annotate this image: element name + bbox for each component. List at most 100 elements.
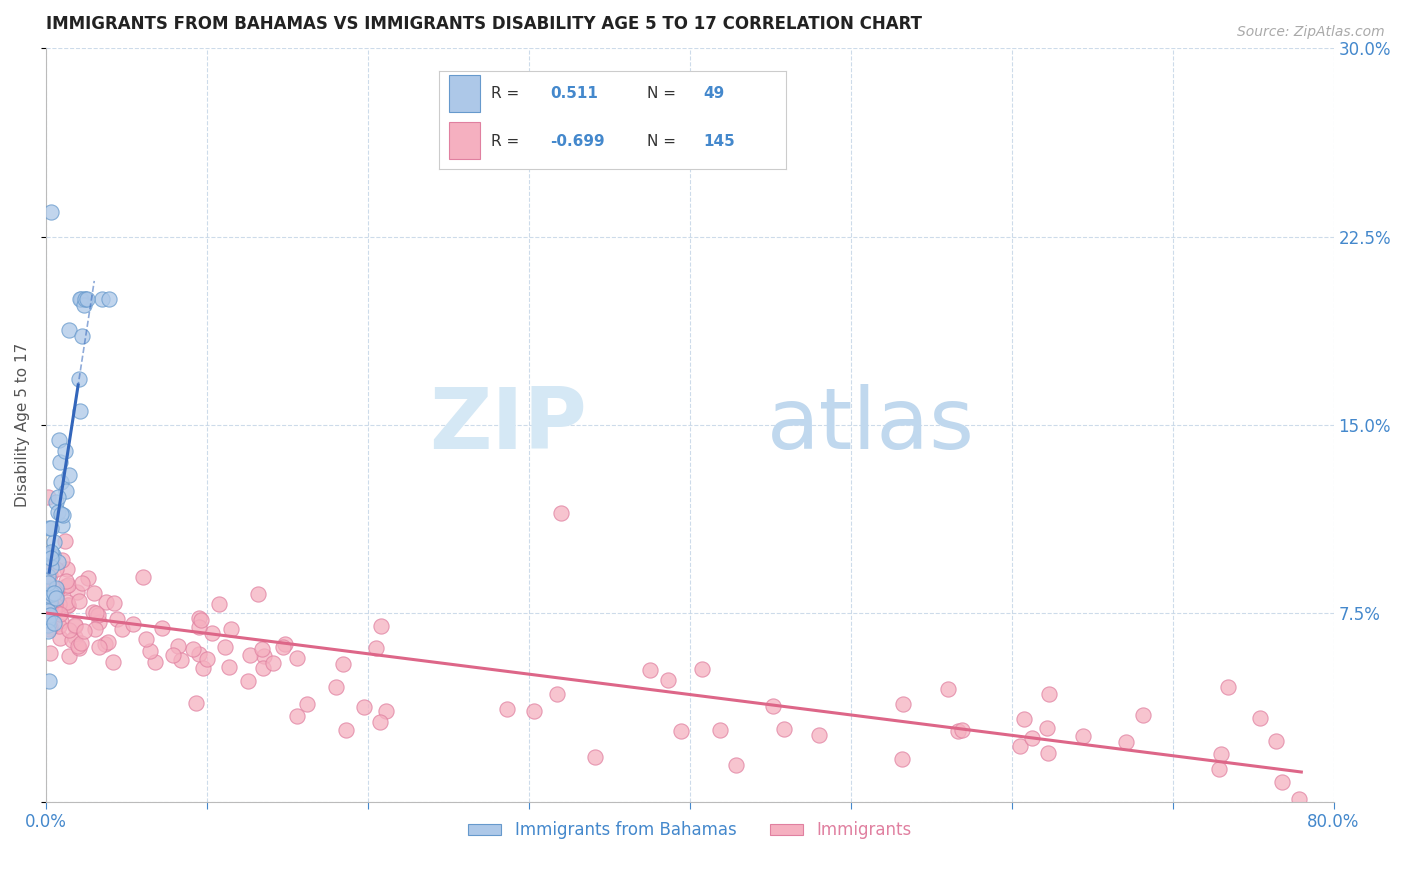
Point	[67, 639, 90, 653]
Point	[67, 594, 90, 608]
Point	[45, 589, 67, 603]
Point	[546, 687, 568, 701]
Point	[48, 619, 70, 633]
Point	[236, 673, 259, 688]
Point	[76, 293, 98, 307]
Point	[46, 555, 69, 569]
Point	[38, 583, 60, 598]
Point	[285, 709, 308, 723]
Point	[70, 636, 93, 650]
Point	[188, 647, 211, 661]
Point	[38, 674, 60, 689]
Point	[640, 664, 662, 678]
Point	[188, 619, 211, 633]
Point	[42, 534, 65, 549]
Point	[38, 647, 60, 661]
Point	[370, 619, 392, 633]
Point	[44, 593, 66, 607]
Point	[63, 630, 86, 644]
Point	[808, 728, 831, 742]
Point	[58, 648, 80, 663]
Text: Source: ZipAtlas.com: Source: ZipAtlas.com	[1237, 25, 1385, 39]
Point	[38, 623, 60, 637]
Point	[38, 600, 60, 615]
Point	[250, 641, 273, 656]
Point	[166, 639, 188, 653]
Point	[55, 579, 77, 593]
Point	[45, 562, 67, 576]
Point	[42, 548, 65, 562]
Point	[366, 640, 388, 655]
Point	[191, 661, 214, 675]
Point	[1208, 762, 1230, 776]
Point	[53, 444, 76, 458]
Point	[37, 613, 59, 627]
Point	[39, 550, 62, 565]
Point	[58, 578, 80, 592]
Point	[37, 588, 59, 602]
Point	[725, 757, 748, 772]
Point	[65, 619, 87, 633]
Point	[103, 596, 125, 610]
Point	[73, 298, 96, 312]
Point	[49, 508, 72, 522]
Point	[936, 682, 959, 697]
Point	[51, 517, 73, 532]
Point	[55, 574, 77, 589]
Point	[49, 614, 72, 628]
Point	[48, 597, 70, 611]
Point	[150, 621, 173, 635]
Point	[657, 673, 679, 688]
Point	[83, 586, 105, 600]
Point	[121, 617, 143, 632]
Point	[890, 752, 912, 766]
Point	[37, 617, 59, 632]
Point	[72, 576, 94, 591]
Point	[45, 591, 67, 605]
Point	[73, 624, 96, 639]
Text: atlas: atlas	[768, 384, 974, 467]
Point	[208, 598, 231, 612]
Point	[39, 607, 62, 622]
Point	[42, 615, 65, 630]
Point	[1288, 792, 1310, 806]
Point	[41, 547, 63, 561]
Point	[58, 468, 80, 483]
Point	[46, 504, 69, 518]
Point	[252, 661, 274, 675]
Point	[162, 648, 184, 663]
Point	[75, 293, 97, 307]
Point	[42, 586, 65, 600]
Point	[69, 293, 91, 307]
Point	[37, 576, 59, 591]
Point	[42, 617, 65, 632]
Point	[138, 644, 160, 658]
Point	[1071, 729, 1094, 743]
Point	[94, 637, 117, 651]
Point	[39, 556, 62, 570]
Point	[58, 623, 80, 637]
Point	[374, 704, 396, 718]
Point	[37, 604, 59, 618]
Point	[49, 607, 72, 622]
Point	[83, 622, 105, 636]
Point	[37, 569, 59, 583]
Point	[891, 698, 914, 712]
Point	[44, 582, 66, 596]
Point	[41, 587, 63, 601]
Point	[60, 633, 83, 648]
Point	[1216, 680, 1239, 694]
Point	[353, 700, 375, 714]
Point	[38, 547, 60, 561]
Point	[773, 722, 796, 736]
Point	[950, 723, 973, 737]
Point	[1012, 712, 1035, 726]
Point	[94, 595, 117, 609]
Point	[1264, 734, 1286, 748]
Point	[58, 323, 80, 337]
Point	[67, 372, 90, 386]
Point	[63, 618, 86, 632]
Point	[1010, 739, 1032, 753]
Point	[53, 534, 76, 549]
Point	[37, 604, 59, 618]
